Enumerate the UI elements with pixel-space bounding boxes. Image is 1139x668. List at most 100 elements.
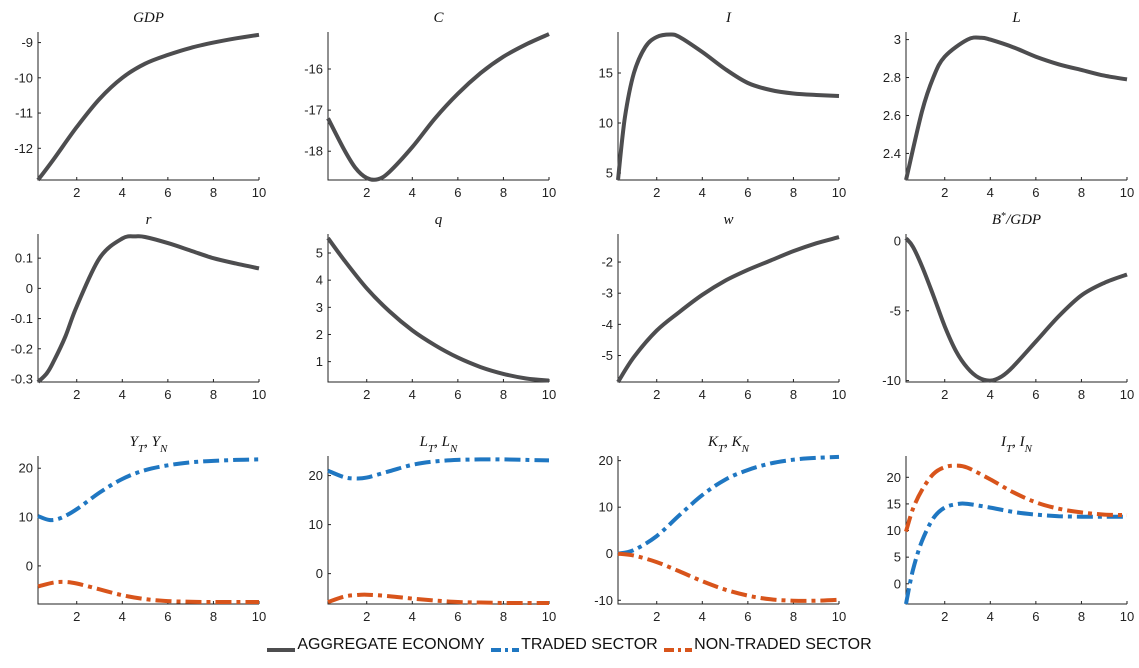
- y-tick-label: 20: [887, 470, 901, 485]
- series-line-traded: [37, 457, 260, 523]
- x-tick-label: 2: [653, 387, 660, 402]
- y-tick-label: 2: [316, 327, 323, 342]
- x-tick-label: 10: [1120, 387, 1134, 402]
- x-tick-label: 6: [164, 185, 171, 200]
- y-tick-label: 15: [599, 66, 613, 81]
- panel-5: r 2 4 6 8 10 -0.3 -0.2 -0.1 0 0.1: [11, 212, 267, 402]
- y-tick-label: -3: [601, 286, 613, 301]
- legend-item-aggregate: AGGREGATE ECONOMY: [267, 636, 485, 654]
- legend-swatch-aggregate: [267, 641, 296, 652]
- panel-title: q: [435, 212, 443, 228]
- x-tick-label: 10: [1120, 609, 1134, 624]
- x-tick-label: 6: [454, 609, 461, 624]
- y-tick-label: -2: [601, 255, 613, 270]
- x-tick-label: 2: [73, 609, 80, 624]
- x-tick-label: 2: [941, 609, 948, 624]
- y-tick-label: 0: [894, 233, 901, 248]
- y-tick-label: -0.3: [11, 371, 33, 386]
- series-line-aggregate: [904, 236, 1128, 383]
- series-line-nontraded: [37, 579, 259, 605]
- y-tick-label: -0.2: [11, 341, 33, 356]
- panel-2: C 2 4 6 8 10 -18 -17 -16: [304, 10, 556, 200]
- x-tick-label: 2: [941, 387, 948, 402]
- x-tick-label: 8: [790, 185, 797, 200]
- x-tick-label: 8: [1078, 185, 1085, 200]
- y-tick-label: 3: [894, 32, 901, 47]
- x-tick-label: 2: [73, 185, 80, 200]
- x-tick-label: 6: [744, 185, 751, 200]
- x-tick-label: 4: [119, 609, 126, 624]
- series-line-traded: [327, 457, 550, 481]
- x-tick-label: 8: [500, 387, 507, 402]
- panel-7: w 2 4 6 8 10 -5 -4 -3 -2: [601, 212, 846, 402]
- x-tick-label: 2: [653, 185, 660, 200]
- x-tick-label: 2: [653, 609, 660, 624]
- legend-item-traded: TRADED SECTOR: [491, 636, 658, 654]
- y-tick-label: -17: [304, 103, 323, 118]
- y-tick-label: -12: [14, 141, 33, 156]
- y-tick-label: -0.1: [11, 311, 33, 326]
- panel-title: L: [1011, 10, 1020, 26]
- axes: [905, 456, 1127, 605]
- panel-1: GDP 2 4 6 8 10 -12 -11 -10 -9: [14, 10, 266, 200]
- axes: [327, 456, 549, 605]
- axes: [327, 32, 549, 181]
- y-tick-label: 3: [316, 300, 323, 315]
- axes: [617, 32, 839, 181]
- x-tick-label: 4: [409, 387, 416, 402]
- y-tick-label: 0: [606, 546, 613, 561]
- y-tick-label: -18: [304, 144, 323, 159]
- axes: [905, 32, 1127, 181]
- legend-swatch-traded: [491, 641, 520, 652]
- y-tick-label: 0: [316, 566, 323, 581]
- x-tick-label: 6: [744, 387, 751, 402]
- panel-title: I: [725, 10, 732, 26]
- y-tick-label: -5: [601, 348, 613, 363]
- x-tick-label: 6: [1032, 387, 1039, 402]
- axes: [37, 32, 259, 181]
- x-tick-label: 8: [500, 609, 507, 624]
- x-tick-label: 8: [210, 185, 217, 200]
- x-tick-label: 10: [832, 185, 846, 200]
- x-tick-label: 6: [164, 387, 171, 402]
- x-tick-label: 10: [542, 609, 556, 624]
- series-line-traded: [617, 454, 840, 556]
- series-line-aggregate: [326, 32, 550, 182]
- x-tick-label: 4: [119, 185, 126, 200]
- axes: [37, 234, 259, 383]
- x-tick-label: 4: [119, 387, 126, 402]
- panel-title: LT, LN: [419, 434, 458, 455]
- x-tick-label: 6: [1032, 185, 1039, 200]
- y-tick-label: 5: [606, 166, 613, 181]
- y-tick-label: -10: [594, 593, 613, 608]
- x-tick-label: 4: [699, 609, 706, 624]
- x-tick-label: 2: [363, 609, 370, 624]
- legend-label-aggregate: AGGREGATE ECONOMY: [297, 636, 485, 653]
- y-tick-label: 10: [309, 517, 323, 532]
- y-tick-label: 10: [599, 116, 613, 131]
- y-tick-label: 5: [316, 246, 323, 261]
- y-tick-label: 2.6: [883, 108, 901, 123]
- y-tick-label: -4: [601, 317, 613, 332]
- panel-title: w: [723, 212, 733, 228]
- x-tick-label: 2: [363, 185, 370, 200]
- y-tick-label: 1: [316, 354, 323, 369]
- x-tick-label: 8: [210, 387, 217, 402]
- x-tick-label: 10: [252, 185, 266, 200]
- x-tick-label: 6: [1032, 609, 1039, 624]
- x-tick-label: 2: [941, 185, 948, 200]
- x-tick-label: 4: [987, 387, 994, 402]
- x-tick-label: 8: [1078, 609, 1085, 624]
- panel-title: KT, KN: [707, 434, 750, 455]
- series-line-aggregate: [36, 32, 260, 182]
- series-line-aggregate: [616, 235, 840, 384]
- x-tick-label: 8: [790, 387, 797, 402]
- y-tick-label: -16: [304, 62, 323, 77]
- x-tick-label: 6: [744, 609, 751, 624]
- y-tick-label: 2.8: [883, 70, 901, 85]
- y-tick-label: 15: [887, 496, 901, 511]
- series-line-nontraded: [617, 551, 840, 603]
- y-tick-label: 20: [19, 461, 33, 476]
- x-tick-label: 4: [409, 609, 416, 624]
